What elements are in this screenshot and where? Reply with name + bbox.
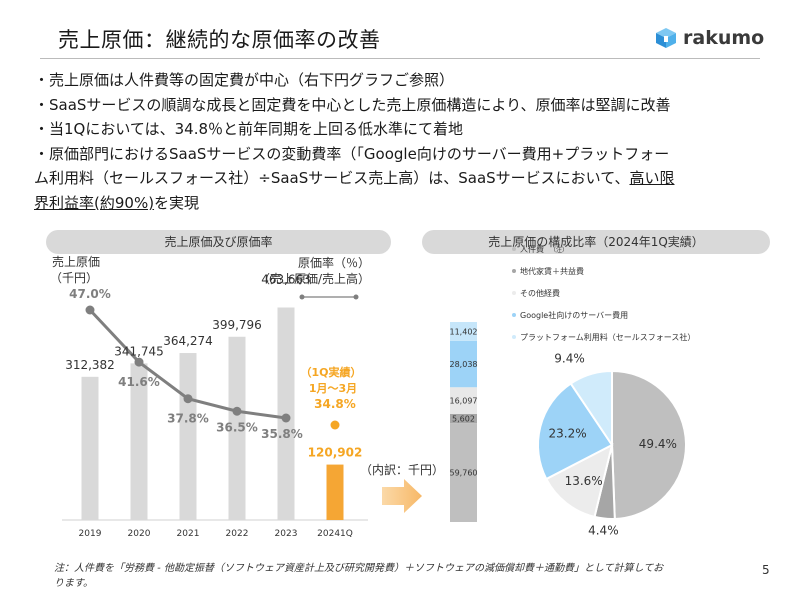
q1-callout-period: 1月〜3月 <box>309 382 357 395</box>
legend-item-labor: 人件費 （注） <box>512 238 695 260</box>
rate-point <box>85 305 95 315</box>
legend-swatch <box>512 335 516 339</box>
bullet-4-text: ム利用料（セールスフォース社）÷SaaSサービス売上高）は、SaaSサービスにお… <box>34 169 630 187</box>
stack-segment <box>450 340 477 388</box>
breakdown-note: （内訳：千円） <box>360 462 444 477</box>
legend-swatch <box>512 313 516 317</box>
legend-swatch <box>512 247 516 251</box>
x-tick-label: 2021 <box>177 529 200 539</box>
bar-2020 <box>130 363 148 520</box>
bullet-4-end: 界利益率(約90%)を実現 <box>34 191 774 216</box>
legend-label: Google社向けのサーバー費用 <box>520 310 629 320</box>
legend-item-rent: 地代家賃＋共益費 <box>512 260 695 282</box>
legend-note: （注） <box>550 246 569 254</box>
bullet-4: ・原価部門におけるSaaSサービスの変動費率（「Google向けのサーバー費用+… <box>34 144 670 163</box>
x-tick-label: 2022 <box>226 529 249 539</box>
pie-value-label: 49.4% <box>639 437 677 451</box>
pie-slice <box>544 443 614 519</box>
rate-value-label: 36.5% <box>216 420 258 434</box>
rate-value-label: 47.0% <box>69 287 111 301</box>
x-tick-label: 20241Q <box>317 529 353 539</box>
stack-segment <box>450 387 477 414</box>
stack-value-label: 16,097 <box>450 397 478 406</box>
stack-value-label: 28,038 <box>450 360 478 369</box>
pie-value-label: 23.2% <box>548 427 586 441</box>
bullet-4-underlined: 高い限 <box>629 169 675 187</box>
bullet-2: ・SaaSサービスの順調な成長と固定費を中心とした売上原価構造により、原価率は堅… <box>34 95 671 114</box>
stack-value-label: 5,602 <box>452 415 475 424</box>
pie-value-label: 4.4% <box>588 524 619 538</box>
x-tick-label: 2023 <box>275 529 298 539</box>
rate-legend-dot-right <box>353 294 359 300</box>
margin-rate-highlight: 界利益率(約90%) <box>34 193 155 212</box>
legend-item-other: その他経費 <box>512 282 695 304</box>
flow-arrow-icon <box>382 479 422 513</box>
rate-value-label: 35.8% <box>261 427 303 441</box>
footnote-line-1: 注：人件費を「労務費 - 他勘定振替（ソフトウェア資産計上及び研究開発費）＋ソフ… <box>54 563 664 574</box>
cost-chart-header: 売上原価及び原価率 <box>46 230 391 254</box>
bullet-list: ・売上原価は人件費等の固定費が中心（右下円グラフご参照） ・SaaSサービスの順… <box>34 68 774 215</box>
footnote: 注：人件費を「労務費 - 他勘定振替（ソフトウェア資産計上及び研究開発費）＋ソフ… <box>54 561 734 591</box>
bar-value-label: 312,382 <box>65 358 115 372</box>
legend-item-google: Google社向けのサーバー費用 <box>512 304 695 326</box>
rate-value-label-1q: 34.8% <box>314 397 356 411</box>
legend-label: プラットフォーム利用料（セールスフォース社） <box>520 332 696 342</box>
rate-point <box>134 357 144 367</box>
logo-text: rakumo <box>683 27 765 49</box>
rate-axis-unit: （売上原価/売上高） <box>258 271 370 286</box>
bullet-1: ・売上原価は人件費等の固定費が中心（右下円グラフご参照） <box>34 71 455 89</box>
rate-point <box>183 394 193 404</box>
legend-item-platform: プラットフォーム利用料（セールスフォース社） <box>512 326 695 348</box>
stack-segment <box>450 413 477 424</box>
legend-swatch <box>512 269 516 273</box>
pie-chart-header: 売上原価の構成比率（2024年1Q実績） <box>422 230 770 254</box>
bullet-4-cont: ム利用料（セールスフォース社）÷SaaSサービス売上高）は、SaaSサービスにお… <box>34 166 774 191</box>
bullet-4-tail: を実現 <box>154 193 200 212</box>
bar-value-label: 463,663 <box>261 272 311 286</box>
rate-axis-label: 原価率（％） <box>298 255 370 270</box>
bar-2019 <box>81 376 99 520</box>
x-tick-label: 2020 <box>128 529 151 539</box>
pie-slice <box>569 369 613 449</box>
rate-point-1q <box>330 420 340 430</box>
legend-swatch <box>512 291 516 295</box>
bar-20241Q <box>326 464 344 520</box>
bar-2022 <box>228 336 246 520</box>
q1-callout-label: （1Q実績） <box>300 365 361 379</box>
logo-cube-icon <box>656 28 676 48</box>
pie-value-label: 13.6% <box>565 474 603 488</box>
stack-segment <box>450 423 477 522</box>
stack-segment <box>450 322 477 341</box>
page-number: 5 <box>762 563 770 577</box>
x-tick-label: 2019 <box>79 529 102 539</box>
cost-axis-unit: （千円） <box>50 271 98 285</box>
rate-point <box>281 413 291 423</box>
pie-slice <box>611 369 687 520</box>
bar-value-label: 364,274 <box>163 334 213 348</box>
rate-value-label: 41.6% <box>118 375 160 389</box>
rakumo-logo: rakumo <box>655 27 764 49</box>
pie-slice <box>537 382 614 481</box>
cost-axis-label: 売上原価 <box>52 254 100 269</box>
rate-legend-dot-left <box>299 294 305 300</box>
legend-label: 人件費 <box>520 244 544 254</box>
pie-legend: 人件費 （注） 地代家賃＋共益費 その他経費 Google社向けのサーバー費用 プ… <box>512 238 695 348</box>
bar-value-label: 399,796 <box>212 318 262 332</box>
legend-label: その他経費 <box>520 288 560 298</box>
legend-label: 地代家賃＋共益費 <box>520 266 584 276</box>
title-divider <box>40 58 760 59</box>
bullet-3: ・当1Qにおいては、34.8％と前年同期を上回る低水準にて着地 <box>34 120 464 138</box>
page-title: 売上原価：継続的な原価率の改善 <box>58 28 381 52</box>
footnote-line-2: ります。 <box>54 578 93 589</box>
bar-2021 <box>179 353 197 520</box>
stack-value-label: 59,760 <box>450 469 478 478</box>
stack-value-label: 11,402 <box>450 327 478 336</box>
bar-value-label: 120,902 <box>308 446 363 460</box>
rate-value-label: 37.8% <box>167 412 209 426</box>
pie-value-label: 9.4% <box>554 352 585 366</box>
rate-point <box>232 406 242 416</box>
bar-value-label: 341,745 <box>114 344 164 358</box>
